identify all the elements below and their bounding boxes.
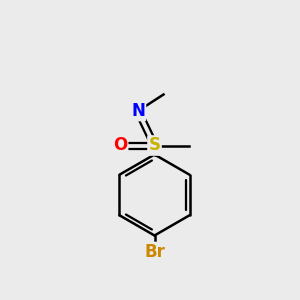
Text: N: N	[131, 102, 145, 120]
Text: O: O	[113, 136, 127, 154]
Text: Br: Br	[144, 243, 165, 261]
Text: S: S	[148, 136, 160, 154]
